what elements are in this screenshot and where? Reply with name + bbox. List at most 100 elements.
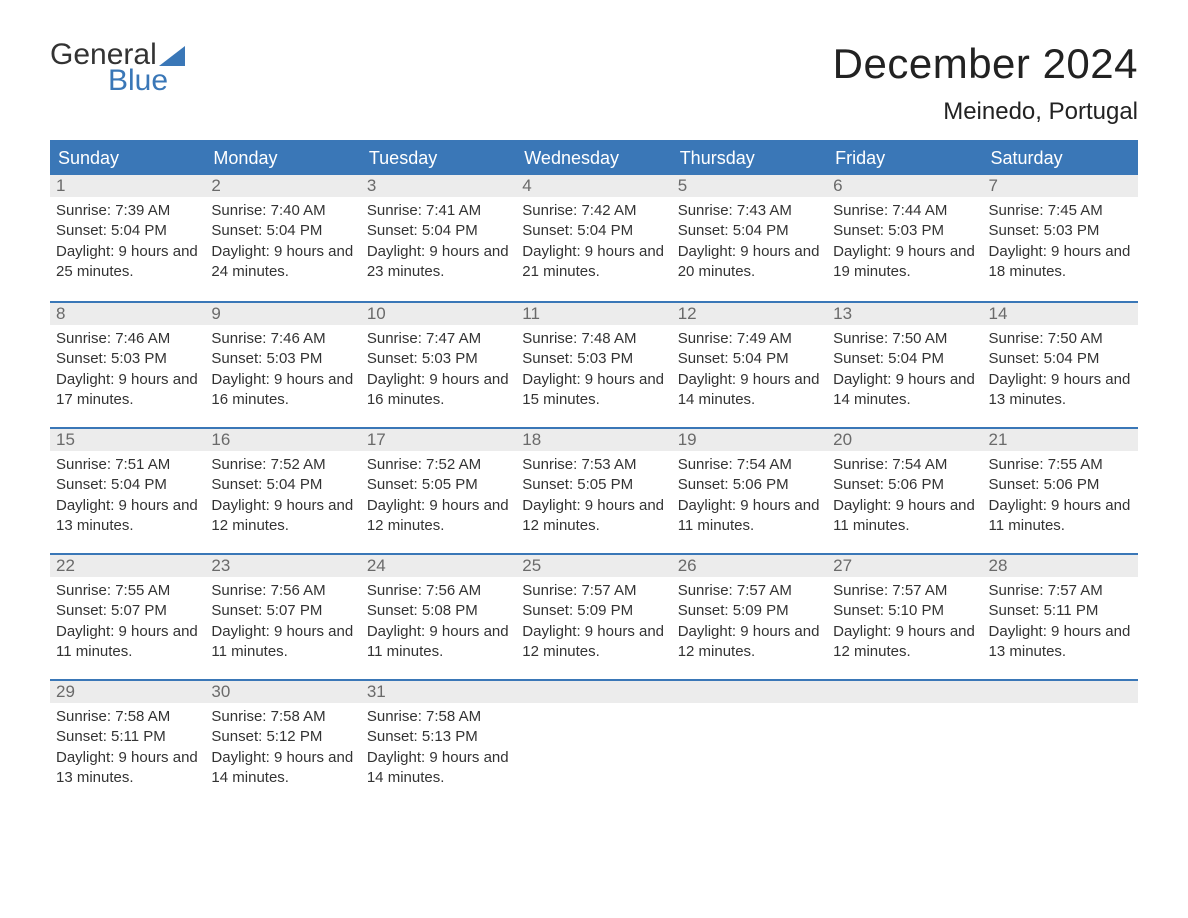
daylight-line: Daylight: 9 hours and 11 minutes. [678,496,821,537]
daylight-line: Daylight: 9 hours and 11 minutes. [211,622,354,663]
daylight-line: Daylight: 9 hours and 15 minutes. [522,370,665,411]
sunrise-line: Sunrise: 7:56 AM [211,581,354,601]
daylight-line: Daylight: 9 hours and 12 minutes. [522,496,665,537]
daylight-line: Daylight: 9 hours and 12 minutes. [678,622,821,663]
sunset-line: Sunset: 5:09 PM [678,601,821,621]
daylight-line: Daylight: 9 hours and 12 minutes. [367,496,510,537]
daylight-line: Daylight: 9 hours and 17 minutes. [56,370,199,411]
day-number: 15 [50,429,205,451]
day-body: Sunrise: 7:45 AMSunset: 5:03 PMDaylight:… [983,197,1138,292]
sunrise-line: Sunrise: 7:46 AM [56,329,199,349]
day-cell: 29Sunrise: 7:58 AMSunset: 5:11 PMDayligh… [50,681,205,805]
month-title: December 2024 [833,40,1138,88]
sunrise-line: Sunrise: 7:48 AM [522,329,665,349]
sunset-line: Sunset: 5:04 PM [522,221,665,241]
day-number: 10 [361,303,516,325]
sunrise-line: Sunrise: 7:42 AM [522,201,665,221]
daylight-line: Daylight: 9 hours and 16 minutes. [211,370,354,411]
sunrise-line: Sunrise: 7:52 AM [211,455,354,475]
sunrise-line: Sunrise: 7:52 AM [367,455,510,475]
sunrise-line: Sunrise: 7:41 AM [367,201,510,221]
day-number: 28 [983,555,1138,577]
day-number: 12 [672,303,827,325]
sunrise-line: Sunrise: 7:54 AM [833,455,976,475]
day-body: Sunrise: 7:49 AMSunset: 5:04 PMDaylight:… [672,325,827,420]
day-number: 27 [827,555,982,577]
day-cell: 28Sunrise: 7:57 AMSunset: 5:11 PMDayligh… [983,555,1138,679]
day-cell: 27Sunrise: 7:57 AMSunset: 5:10 PMDayligh… [827,555,982,679]
weekday-thu: Thursday [672,142,827,175]
day-cell: 20Sunrise: 7:54 AMSunset: 5:06 PMDayligh… [827,429,982,553]
day-number: 8 [50,303,205,325]
header: General Blue December 2024 Meinedo, Port… [50,40,1138,126]
daylight-line: Daylight: 9 hours and 13 minutes. [56,496,199,537]
day-cell: 10Sunrise: 7:47 AMSunset: 5:03 PMDayligh… [361,303,516,427]
daylight-line: Daylight: 9 hours and 13 minutes. [56,748,199,789]
sunset-line: Sunset: 5:06 PM [989,475,1132,495]
day-body: Sunrise: 7:43 AMSunset: 5:04 PMDaylight:… [672,197,827,292]
day-cell: 8Sunrise: 7:46 AMSunset: 5:03 PMDaylight… [50,303,205,427]
sunset-line: Sunset: 5:06 PM [678,475,821,495]
day-body: Sunrise: 7:54 AMSunset: 5:06 PMDaylight:… [672,451,827,546]
daylight-line: Daylight: 9 hours and 25 minutes. [56,242,199,283]
day-body: Sunrise: 7:56 AMSunset: 5:08 PMDaylight:… [361,577,516,672]
daylight-line: Daylight: 9 hours and 18 minutes. [989,242,1132,283]
sunset-line: Sunset: 5:07 PM [56,601,199,621]
day-number: 14 [983,303,1138,325]
sunset-line: Sunset: 5:07 PM [211,601,354,621]
day-number: 6 [827,175,982,197]
weeks-container: 1Sunrise: 7:39 AMSunset: 5:04 PMDaylight… [50,175,1138,805]
day-body: Sunrise: 7:55 AMSunset: 5:06 PMDaylight:… [983,451,1138,546]
sunset-line: Sunset: 5:10 PM [833,601,976,621]
day-cell: 4Sunrise: 7:42 AMSunset: 5:04 PMDaylight… [516,175,671,301]
location: Meinedo, Portugal [833,98,1138,126]
day-body: Sunrise: 7:53 AMSunset: 5:05 PMDaylight:… [516,451,671,546]
sunrise-line: Sunrise: 7:44 AM [833,201,976,221]
day-cell: 24Sunrise: 7:56 AMSunset: 5:08 PMDayligh… [361,555,516,679]
daylight-line: Daylight: 9 hours and 11 minutes. [56,622,199,663]
day-body: Sunrise: 7:48 AMSunset: 5:03 PMDaylight:… [516,325,671,420]
daylight-line: Daylight: 9 hours and 14 minutes. [367,748,510,789]
day-number: 31 [361,681,516,703]
sunrise-line: Sunrise: 7:53 AM [522,455,665,475]
sunset-line: Sunset: 5:04 PM [367,221,510,241]
sunset-line: Sunset: 5:06 PM [833,475,976,495]
daylight-line: Daylight: 9 hours and 12 minutes. [522,622,665,663]
day-cell: 30Sunrise: 7:58 AMSunset: 5:12 PMDayligh… [205,681,360,805]
daylight-line: Daylight: 9 hours and 14 minutes. [678,370,821,411]
sunrise-line: Sunrise: 7:57 AM [833,581,976,601]
sunset-line: Sunset: 5:04 PM [56,475,199,495]
sunrise-line: Sunrise: 7:49 AM [678,329,821,349]
sail-icon [159,46,185,66]
sunrise-line: Sunrise: 7:40 AM [211,201,354,221]
sunrise-line: Sunrise: 7:58 AM [211,707,354,727]
day-body: Sunrise: 7:57 AMSunset: 5:10 PMDaylight:… [827,577,982,672]
sunset-line: Sunset: 5:11 PM [56,727,199,747]
day-body: Sunrise: 7:40 AMSunset: 5:04 PMDaylight:… [205,197,360,292]
sunrise-line: Sunrise: 7:55 AM [989,455,1132,475]
day-body: Sunrise: 7:58 AMSunset: 5:12 PMDaylight:… [205,703,360,798]
day-body: Sunrise: 7:50 AMSunset: 5:04 PMDaylight:… [827,325,982,420]
day-number: 17 [361,429,516,451]
day-body: Sunrise: 7:55 AMSunset: 5:07 PMDaylight:… [50,577,205,672]
sunrise-line: Sunrise: 7:57 AM [678,581,821,601]
day-number: 24 [361,555,516,577]
week-row: 1Sunrise: 7:39 AMSunset: 5:04 PMDaylight… [50,175,1138,301]
day-cell: 25Sunrise: 7:57 AMSunset: 5:09 PMDayligh… [516,555,671,679]
day-body: Sunrise: 7:42 AMSunset: 5:04 PMDaylight:… [516,197,671,292]
day-number: 23 [205,555,360,577]
weekday-sat: Saturday [983,142,1138,175]
sunset-line: Sunset: 5:04 PM [678,349,821,369]
sunset-line: Sunset: 5:03 PM [833,221,976,241]
daylight-line: Daylight: 9 hours and 20 minutes. [678,242,821,283]
day-body: Sunrise: 7:51 AMSunset: 5:04 PMDaylight:… [50,451,205,546]
daylight-line: Daylight: 9 hours and 12 minutes. [211,496,354,537]
sunrise-line: Sunrise: 7:50 AM [989,329,1132,349]
sunrise-line: Sunrise: 7:45 AM [989,201,1132,221]
day-number: 3 [361,175,516,197]
sunset-line: Sunset: 5:04 PM [678,221,821,241]
day-cell: 22Sunrise: 7:55 AMSunset: 5:07 PMDayligh… [50,555,205,679]
day-number: 2 [205,175,360,197]
day-cell [827,681,982,805]
daylight-line: Daylight: 9 hours and 14 minutes. [833,370,976,411]
